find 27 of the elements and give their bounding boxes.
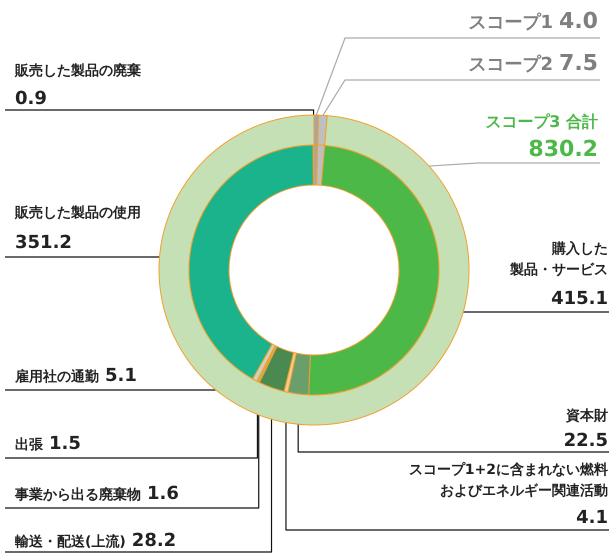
data-label: 830.2 [528,137,598,162]
slice-label: 輸送・配送(上流) [14,533,126,550]
slice-label: 事業から出る廃棄物 [14,486,141,503]
slice-label: 資本財 [565,408,608,424]
slice-label: スコープ3 合計 [485,112,598,131]
donut-slice [188,144,314,380]
data-label: 22.5 [564,430,608,451]
data-label: 1.6 [147,483,179,504]
slice-label: スコープ1 [468,12,554,33]
data-label: 1.5 [49,433,81,454]
slice-label: 販売した製品の使用 [14,205,141,221]
slice-label: 販売した製品の廃棄 [14,62,141,79]
data-label: 5.1 [105,365,137,386]
donut-slice [258,346,294,392]
data-label: 7.5 [559,51,598,76]
slice-label: 購入した製品・サービス [509,241,608,278]
data-label: 28.2 [132,530,176,551]
data-label: 0.9 [15,88,47,109]
data-label: 351.2 [15,232,72,253]
donut-slice [158,114,470,426]
slice-label: スコープ1+2に含まれない燃料およびエネルギー関連活動 [408,461,608,499]
data-label: 4.1 [576,507,608,528]
slice-label: 雇用社の通勤 [14,368,99,385]
data-label: 4.0 [559,9,598,34]
slice-label: 出張 [15,437,44,453]
data-label: 415.1 [551,288,608,309]
slice-label: スコープ2 [468,54,554,75]
